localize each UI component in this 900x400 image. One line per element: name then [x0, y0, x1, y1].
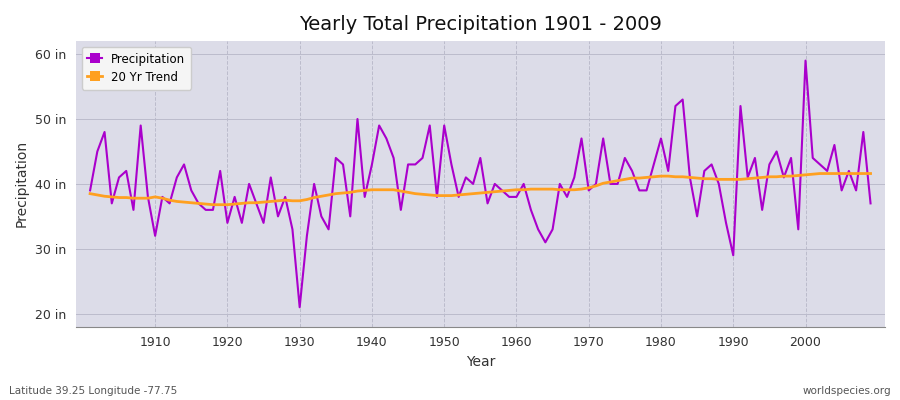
Text: worldspecies.org: worldspecies.org: [803, 386, 891, 396]
Y-axis label: Precipitation: Precipitation: [15, 140, 29, 228]
Legend: Precipitation, 20 Yr Trend: Precipitation, 20 Yr Trend: [82, 47, 191, 90]
X-axis label: Year: Year: [465, 355, 495, 369]
Text: Latitude 39.25 Longitude -77.75: Latitude 39.25 Longitude -77.75: [9, 386, 177, 396]
Title: Yearly Total Precipitation 1901 - 2009: Yearly Total Precipitation 1901 - 2009: [299, 15, 662, 34]
